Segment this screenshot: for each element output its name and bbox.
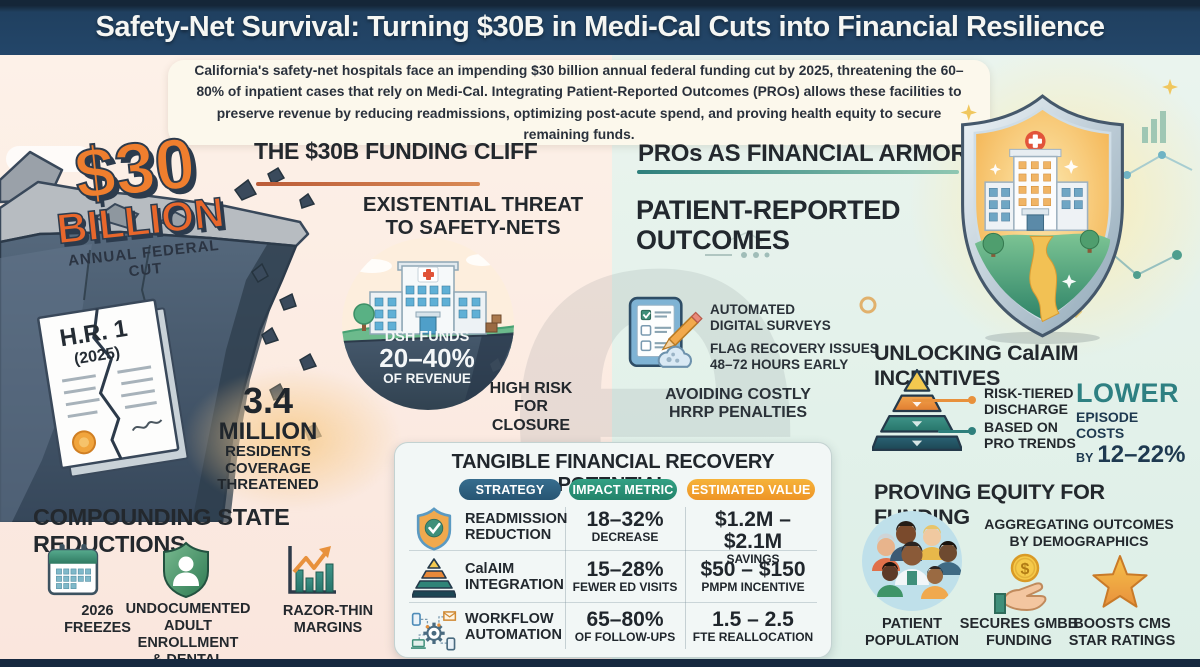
impact-description: RESIDENTS COVERAGE THREATENED xyxy=(217,443,319,494)
dsh-value: 20–40% xyxy=(379,343,475,373)
dust-cloud xyxy=(182,366,402,511)
by-label: BY xyxy=(1076,451,1094,465)
value-cell: $1.2M – $2.1M SAVINGS xyxy=(687,508,819,567)
pro-armor-underline xyxy=(637,170,959,174)
cloud-icon xyxy=(657,345,693,368)
section-title-pro-armor: PROs AS FINANCIAL ARMOR xyxy=(638,140,968,167)
risk-tiered-discharge-label: RISK-TIERED DISCHARGE xyxy=(984,385,1074,418)
value-cell: 1.5 – 2.5 FTE REALLOCATION xyxy=(687,608,819,645)
strategy-cell: CalAIM INTEGRATION xyxy=(465,560,564,593)
estimated-value: 1.5 – 2.5 xyxy=(712,608,794,631)
cms-star-ratings-label: BOOSTS CMS STAR RATINGS xyxy=(1068,616,1176,650)
intro-card: California's safety-net hospitals face a… xyxy=(168,60,990,145)
impact-number: 3.4 xyxy=(242,380,294,421)
coverage-impact-callout: 3.4 MILLION RESIDENTS COVERAGE THREATENE… xyxy=(198,383,338,494)
estimated-sub: FTE REALLOCATION xyxy=(692,630,814,645)
torn-bill-document xyxy=(37,298,189,478)
state-reduction-label-margins: RAZOR-THIN MARGINS xyxy=(282,603,374,637)
estimated-sub: SAVINGS xyxy=(726,552,780,567)
metric-sub: OF FOLLOW-UPS xyxy=(574,630,676,645)
row-divider xyxy=(409,550,817,551)
impact-word: MILLION xyxy=(218,418,318,445)
metric-cell: 65–80% OF FOLLOW-UPS xyxy=(567,608,683,645)
dots-decoration xyxy=(705,231,877,314)
thirty-billion-callout: $30 BILLION ANNUAL FEDERAL CUT xyxy=(37,122,241,288)
section-title-funding-cliff: THE $30B FUNDING CLIFF xyxy=(254,138,538,164)
metric-sub: DECREASE xyxy=(591,530,659,545)
funding-cliff-underline xyxy=(256,182,480,186)
recovery-table-card: TANGIBLE FINANCIAL RECOVERY POTENTIAL ST… xyxy=(394,442,832,658)
column-header-strategy: STRATEGY xyxy=(459,479,561,500)
state-reduction-label-enrollment: UNDOCUMENTED ADULT ENROLLMENT & DENTAL B… xyxy=(125,601,251,667)
star-icon xyxy=(1092,555,1148,608)
lower-word: LOWER xyxy=(1076,378,1179,408)
estimated-value: $50 – $150 xyxy=(700,558,806,581)
dsh-funds-label: DSH FUNDS 20–40% OF REVENUE xyxy=(356,329,498,386)
calendar-icon xyxy=(47,544,99,596)
table-row xyxy=(411,507,457,551)
episode-costs-label: EPISODE COSTS xyxy=(1076,409,1139,441)
value-cell: $50 – $150 PMPM INCENTIVE xyxy=(687,558,819,595)
column-header-impact-metric: IMPACT METRIC xyxy=(569,479,677,500)
state-reduction-label-freezes: 2026 FREEZES xyxy=(64,603,131,637)
metric-cell: 18–32% DECREASE xyxy=(567,508,683,545)
hand-coin-icon: $ xyxy=(994,553,1047,614)
lower-episode-costs-callout: LOWER EPISODE COSTS BY 12–22% xyxy=(1076,380,1188,469)
risk-pyramid-icon xyxy=(872,368,962,452)
strategy-cell: READMISSION REDUCTION xyxy=(465,510,568,543)
bullet-flag-recovery: FLAG RECOVERY ISSUES 48–72 HOURS EARLY xyxy=(710,341,879,373)
aggregating-outcomes-label: AGGREGATING OUTCOMES BY DEMOGRAPHICS xyxy=(984,516,1174,549)
intro-text: California's safety-net hospitals face a… xyxy=(194,62,964,142)
patient-population-label: PATIENT POPULATION xyxy=(865,616,959,650)
metric-value: 18–32% xyxy=(586,508,664,531)
patient-reported-outcomes-heading: PATIENT-REPORTED OUTCOMES xyxy=(636,195,901,255)
hospital-shield-illustration xyxy=(960,94,1124,344)
header-banner: Safety-Net Survival: Turning $30B in Med… xyxy=(0,0,1200,55)
pro-trends-label: BASED ON PRO TRENDS xyxy=(984,419,1076,452)
metric-value: 65–80% xyxy=(586,608,664,631)
pyramid-icon xyxy=(412,558,456,598)
metric-cell: 15–28% FEWER ED VISITS xyxy=(567,558,683,595)
existential-threat-label: EXISTENTIAL THREAT TO SAFETY-NETS xyxy=(362,193,584,239)
page-title: Safety-Net Survival: Turning $30B in Med… xyxy=(95,11,1105,43)
gmbb-funding-label: SECURES GMBB FUNDING xyxy=(959,616,1079,650)
column-divider xyxy=(565,507,566,649)
metric-sub: FEWER ED VISITS xyxy=(572,580,678,595)
cost-reduction-value: 12–22% xyxy=(1097,441,1186,468)
metric-value: 15–28% xyxy=(586,558,664,581)
closure-risk-label: HIGH RISK FOR CLOSURE xyxy=(489,380,573,434)
patient-group-icon xyxy=(862,511,962,611)
bottom-border xyxy=(0,659,1200,667)
bullet-hrrp-penalties: AVOIDING COSTLY HRRP PENALTIES xyxy=(665,386,811,422)
dsh-line2: OF REVENUE xyxy=(383,371,471,386)
estimated-sub: PMPM INCENTIVE xyxy=(701,580,805,595)
trend-connector-line xyxy=(938,430,972,433)
workflow-icon xyxy=(411,611,457,651)
strategy-cell: WORKFLOW AUTOMATION xyxy=(465,610,562,643)
section-title-calaim: UNLOCKING CalAIM INCENTIVES xyxy=(874,341,1079,390)
margin-chart-icon xyxy=(288,546,336,594)
table-row xyxy=(411,607,457,653)
row-divider xyxy=(409,602,817,603)
hospital-island-illustration xyxy=(342,238,514,410)
column-divider xyxy=(685,507,686,649)
bullet-automated-surveys: AUTOMATED DIGITAL SURVEYS xyxy=(710,302,831,334)
shield-person-icon xyxy=(163,541,209,599)
survey-tablet-icon xyxy=(628,296,703,368)
dsh-line1: DSH FUNDS xyxy=(384,329,470,345)
table-row xyxy=(411,557,457,599)
estimated-value: $1.2M – $2.1M xyxy=(715,508,791,554)
trend-connector-dot xyxy=(968,427,976,435)
risk-connector-dot xyxy=(968,396,976,404)
dollar-glyph: $ xyxy=(1021,561,1030,578)
column-header-estimated-value: ESTIMATED VALUE xyxy=(687,479,815,500)
shield-check-icon xyxy=(416,507,452,551)
risk-connector-line xyxy=(912,399,972,402)
